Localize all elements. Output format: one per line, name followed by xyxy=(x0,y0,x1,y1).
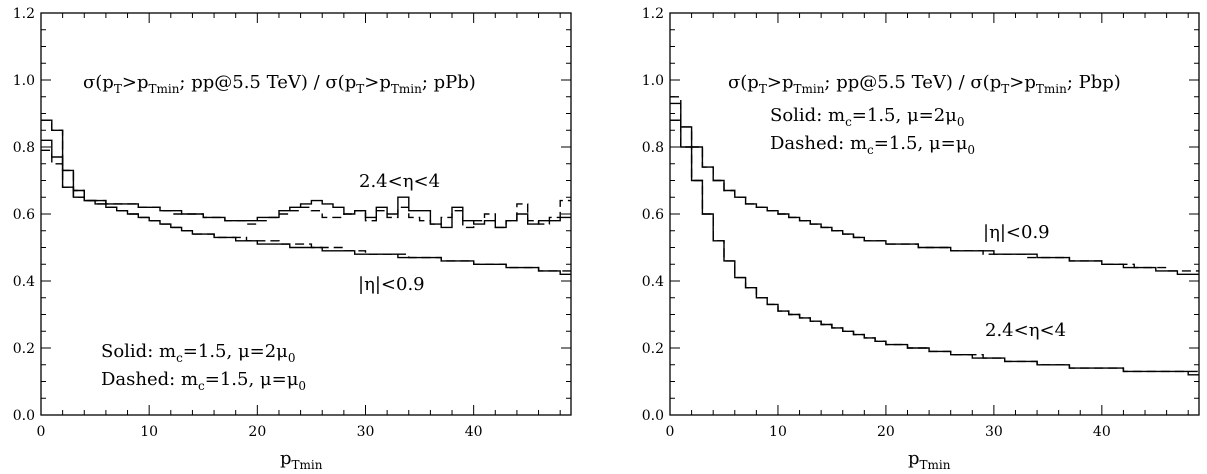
left-title: σ(pT>pTmin; pp@5.5 TeV) / σ(pT>pTmin; pP… xyxy=(83,72,476,96)
x-tick-label: 0 xyxy=(666,424,675,440)
left-solid-legend: Solid: mc=1.5, μ=2μ0 xyxy=(101,341,296,365)
left-fwd-label: 2.4<η<4 xyxy=(359,171,440,192)
y-tick-label: 1.2 xyxy=(642,6,664,22)
right-x-axis-label: pTmin xyxy=(908,448,951,472)
right-panel: 0 10 20 30 40 0.0 0.2 0.4 0.6 0.8 1.0 1.2 σ(pT>pTmi… xyxy=(642,6,1200,472)
series-line-dashed-1 xyxy=(670,96,1199,272)
x-tick-label: 40 xyxy=(1093,424,1111,440)
right-mid-label: |η|<0.9 xyxy=(983,222,1050,243)
x-tick-label: 0 xyxy=(37,424,46,440)
x-tick-label: 30 xyxy=(357,424,375,440)
right-tick-labels: 0 10 20 30 40 0.0 0.2 0.4 0.6 0.8 1.0 1.2 xyxy=(642,6,1111,440)
series-line-dashed-3 xyxy=(670,119,1199,373)
y-tick-label: 0.8 xyxy=(13,140,35,156)
y-tick-label: 1.0 xyxy=(642,73,664,89)
right-dashed-legend: Dashed: mc=1.5, μ=μ0 xyxy=(770,133,975,157)
y-tick-label: 0.6 xyxy=(642,207,664,223)
y-tick-label: 1.2 xyxy=(13,6,35,22)
series-line-solid-0 xyxy=(41,139,571,229)
right-ticks xyxy=(669,12,1199,416)
y-tick-label: 0.8 xyxy=(642,140,664,156)
y-tick-label: 0.2 xyxy=(642,341,664,357)
left-panel: 0 10 20 30 40 0.0 0.2 0.4 0.6 0.8 1.0 1.2 σ(pT>pTmi… xyxy=(13,6,572,472)
left-x-axis-label: pTmin xyxy=(280,448,323,472)
x-tick-label: 10 xyxy=(769,424,787,440)
y-tick-label: 1.0 xyxy=(13,73,35,89)
y-tick-label: 0.4 xyxy=(642,274,664,290)
series-line-dashed-1 xyxy=(41,149,571,229)
y-tick-label: 0.2 xyxy=(13,341,35,357)
x-tick-label: 20 xyxy=(248,424,266,440)
series-line-solid-0 xyxy=(670,102,1199,275)
x-tick-label: 30 xyxy=(985,424,1003,440)
y-tick-label: 0.0 xyxy=(13,408,35,424)
y-tick-label: 0.6 xyxy=(13,207,35,223)
y-tick-label: 0.4 xyxy=(13,274,35,290)
left-mid-label: |η|<0.9 xyxy=(358,274,425,295)
y-tick-label: 0.0 xyxy=(642,408,664,424)
x-tick-label: 20 xyxy=(877,424,895,440)
right-solid-legend: Solid: mc=1.5, μ=2μ0 xyxy=(770,105,965,129)
series-line-dashed-3 xyxy=(41,119,571,272)
x-tick-label: 40 xyxy=(465,424,483,440)
right-curves xyxy=(670,96,1199,376)
series-line-solid-2 xyxy=(41,119,571,275)
left-ticks xyxy=(40,12,571,416)
right-title: σ(pT>pTmin; pp@5.5 TeV) / σ(pT>pTmin; Pb… xyxy=(728,72,1121,96)
left-curves xyxy=(41,119,571,275)
left-tick-labels: 0 10 20 30 40 0.0 0.2 0.4 0.6 0.8 1.0 1.2 xyxy=(13,6,483,440)
x-tick-label: 10 xyxy=(140,424,158,440)
left-dashed-legend: Dashed: mc=1.5, μ=μ0 xyxy=(101,369,306,393)
right-fwd-label: 2.4<η<4 xyxy=(985,320,1066,341)
